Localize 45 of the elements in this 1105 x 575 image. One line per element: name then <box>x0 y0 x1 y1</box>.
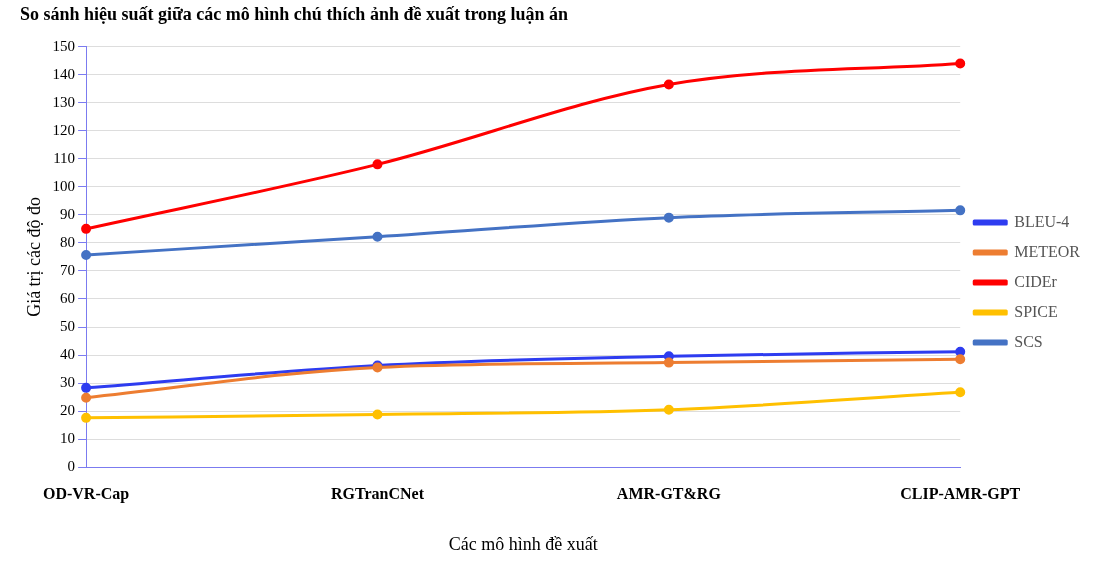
point <box>955 346 966 357</box>
point <box>663 357 674 368</box>
y-tick-label: 70 <box>60 261 76 278</box>
y-tick-label: 150 <box>52 37 76 54</box>
x-tick-label: RGTranCNet <box>330 484 425 502</box>
legend-label: SCS <box>1014 332 1043 350</box>
point <box>81 223 92 234</box>
y-tick-label: 90 <box>60 205 76 222</box>
y-tick-label: 10 <box>60 430 76 447</box>
point <box>663 79 674 90</box>
point <box>372 159 383 170</box>
x-tick-label: CLIP-AMR-GPT <box>900 484 1021 502</box>
y-tick-label: 40 <box>60 345 76 362</box>
point <box>955 205 966 216</box>
point <box>81 392 92 403</box>
y-tick-label: 60 <box>60 289 76 306</box>
point <box>372 231 383 242</box>
x-tick-label: AMR-GT&RG <box>616 484 722 502</box>
point <box>955 387 966 398</box>
y-tick-label: 110 <box>53 149 76 166</box>
point <box>81 382 92 393</box>
y-tick-label: 130 <box>52 93 76 110</box>
y-tick-label: 0 <box>67 458 76 475</box>
y-tick-label: 50 <box>60 317 76 334</box>
y-tick-label: 30 <box>60 374 76 391</box>
x-axis-title: Các mô hình đề xuất <box>448 533 598 554</box>
point <box>81 412 92 423</box>
point <box>372 409 383 420</box>
point <box>955 354 966 365</box>
chart-title: So sánh hiệu suất giữa các mô hình chú thích ảnh đề xuất trong luận án <box>20 4 569 25</box>
y-tick-label: 80 <box>60 233 76 250</box>
legend-label: CIDEr <box>1014 272 1058 290</box>
x-tick-label: OD-VR-Cap <box>42 484 130 503</box>
legend-label: METEOR <box>1014 242 1081 260</box>
point <box>81 249 92 260</box>
y-tick-label: 20 <box>60 402 76 419</box>
y-axis-title: Giá trị các độ đo <box>23 196 44 317</box>
point <box>663 404 674 415</box>
y-tick-label: 100 <box>52 177 76 194</box>
legend-label: BLEU-4 <box>1014 212 1070 230</box>
point <box>955 58 966 69</box>
y-tick-label: 120 <box>52 121 76 138</box>
y-tick-label: 140 <box>52 65 76 82</box>
legend-label: SPICE <box>1014 302 1058 320</box>
point <box>663 212 674 223</box>
